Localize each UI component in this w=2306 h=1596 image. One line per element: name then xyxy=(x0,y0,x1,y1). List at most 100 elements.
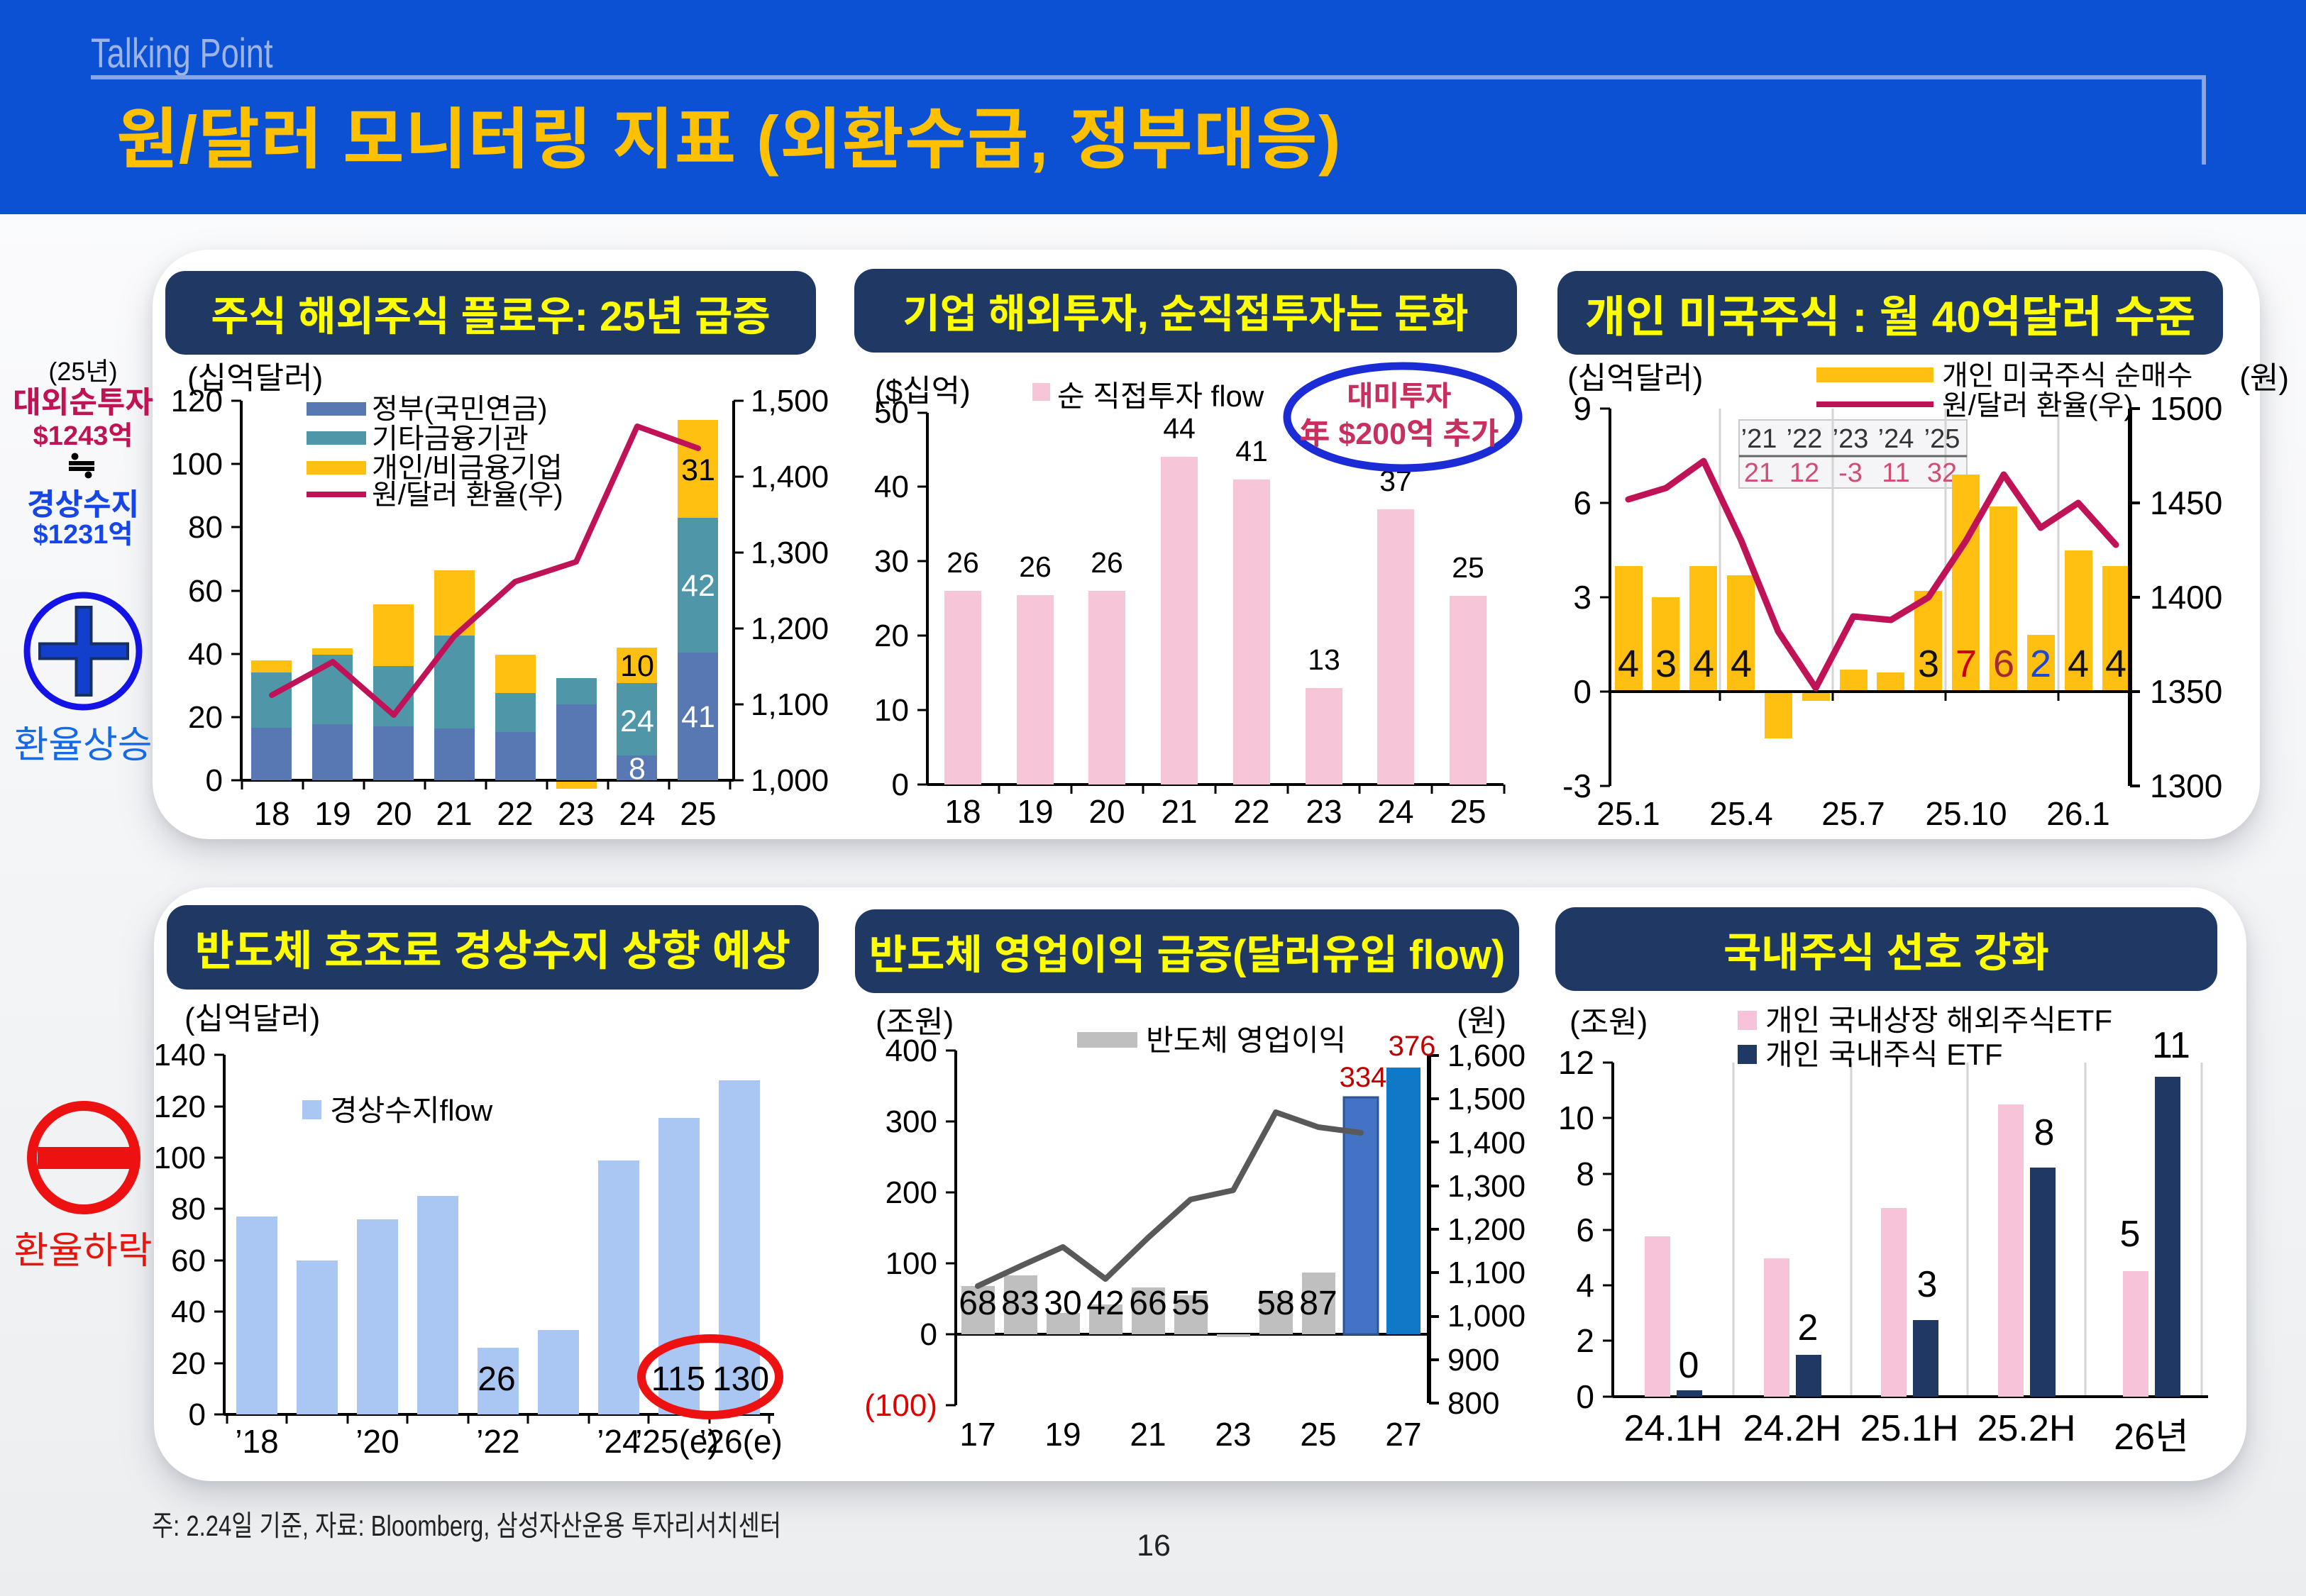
svg-text:’20: ’20 xyxy=(355,1423,399,1460)
svg-text:17: 17 xyxy=(959,1416,995,1453)
svg-text:19: 19 xyxy=(1044,1416,1081,1453)
svg-text:900: 900 xyxy=(1447,1343,1499,1378)
svg-text:40: 40 xyxy=(188,637,223,672)
svg-text:100: 100 xyxy=(154,1141,206,1175)
svg-text:20: 20 xyxy=(375,795,412,832)
svg-text:-3: -3 xyxy=(1838,458,1863,488)
svg-text:1500: 1500 xyxy=(2150,390,2222,427)
svg-text:1,100: 1,100 xyxy=(751,687,829,722)
svg-text:22: 22 xyxy=(1233,793,1269,830)
svg-text:1,500: 1,500 xyxy=(751,384,829,419)
svg-text:800: 800 xyxy=(1447,1386,1499,1421)
svg-text:19: 19 xyxy=(314,795,351,832)
svg-text:26: 26 xyxy=(947,546,979,579)
svg-text:4: 4 xyxy=(1618,643,1639,685)
svg-text:26: 26 xyxy=(1091,546,1123,579)
svg-text:23: 23 xyxy=(558,795,594,832)
svg-text:4: 4 xyxy=(2105,643,2126,685)
svg-text:1,300: 1,300 xyxy=(1447,1169,1526,1204)
svg-text:13: 13 xyxy=(1308,643,1340,676)
svg-text:1,400: 1,400 xyxy=(751,460,829,494)
svg-text:41: 41 xyxy=(1235,435,1268,467)
svg-text:42: 42 xyxy=(681,569,715,603)
svg-text:5: 5 xyxy=(2120,1214,2141,1255)
svg-text:개인 국내상장 해외주식ETF: 개인 국내상장 해외주식ETF xyxy=(1765,1004,2112,1037)
svg-text:68: 68 xyxy=(959,1285,996,1322)
svg-text:140: 140 xyxy=(154,1038,206,1073)
svg-text:’23: ’23 xyxy=(1833,424,1869,454)
svg-text:20: 20 xyxy=(1088,793,1125,830)
svg-text:23: 23 xyxy=(1215,1416,1251,1453)
svg-text:경상수지flow: 경상수지flow xyxy=(330,1094,493,1127)
svg-text:60: 60 xyxy=(188,574,223,609)
svg-text:2: 2 xyxy=(1576,1322,1594,1359)
svg-text:대미투자: 대미투자 xyxy=(1347,381,1451,412)
svg-text:1300: 1300 xyxy=(2150,767,2222,804)
svg-text:1,000: 1,000 xyxy=(751,763,829,798)
svg-text:’24: ’24 xyxy=(1878,424,1914,454)
svg-text:0: 0 xyxy=(206,763,223,798)
svg-text:’22: ’22 xyxy=(476,1423,519,1460)
svg-text:18: 18 xyxy=(944,793,981,830)
svg-text:25: 25 xyxy=(680,795,716,832)
svg-text:50: 50 xyxy=(874,395,909,430)
svg-text:25.10: 25.10 xyxy=(1925,795,2007,832)
svg-text:7: 7 xyxy=(1955,643,1977,685)
svg-text:100: 100 xyxy=(171,447,223,482)
svg-text:44: 44 xyxy=(1163,412,1196,445)
svg-text:100: 100 xyxy=(886,1246,937,1281)
svg-text:55: 55 xyxy=(1171,1285,1209,1322)
svg-text:(십억달러): (십억달러) xyxy=(1567,361,1703,396)
svg-text:3: 3 xyxy=(1918,643,1939,685)
svg-text:개인 국내주식 ETF: 개인 국내주식 ETF xyxy=(1765,1038,2003,1071)
svg-text:(십억달러): (십억달러) xyxy=(187,361,323,396)
svg-text:87: 87 xyxy=(1299,1285,1337,1322)
svg-text:20: 20 xyxy=(874,619,909,653)
svg-text:4: 4 xyxy=(1731,643,1752,685)
svg-text:26년: 26년 xyxy=(2114,1417,2189,1458)
svg-text:3: 3 xyxy=(1655,643,1677,685)
svg-text:23: 23 xyxy=(1306,793,1342,830)
svg-text:0: 0 xyxy=(1573,673,1591,710)
svg-text:30: 30 xyxy=(1044,1285,1081,1322)
svg-text:25.7: 25.7 xyxy=(1821,795,1885,832)
svg-text:376: 376 xyxy=(1389,1031,1436,1062)
svg-text:334: 334 xyxy=(1340,1062,1387,1093)
svg-text:115: 115 xyxy=(651,1361,706,1398)
svg-text:25.1: 25.1 xyxy=(1596,795,1660,832)
svg-text:20: 20 xyxy=(171,1346,206,1381)
svg-text:25: 25 xyxy=(1452,551,1484,584)
svg-text:-3: -3 xyxy=(1562,767,1591,804)
svg-text:’25: ’25 xyxy=(1924,424,1960,454)
svg-text:130: 130 xyxy=(712,1361,769,1398)
svg-text:6: 6 xyxy=(1993,643,2014,685)
svg-text:정부(국민연금): 정부(국민연금) xyxy=(372,394,547,425)
svg-text:21: 21 xyxy=(436,795,472,832)
svg-text:42: 42 xyxy=(1086,1285,1124,1322)
svg-text:58: 58 xyxy=(1257,1285,1294,1322)
svg-text:25: 25 xyxy=(1300,1416,1336,1453)
svg-text:年 $200억 추가: 年 $200억 추가 xyxy=(1299,417,1499,451)
svg-text:0: 0 xyxy=(920,1317,937,1352)
svg-text:10: 10 xyxy=(620,649,654,683)
svg-text:40: 40 xyxy=(874,470,909,504)
svg-text:개인/비금융기업: 개인/비금융기업 xyxy=(372,453,563,484)
svg-text:6: 6 xyxy=(1573,484,1591,521)
svg-text:20: 20 xyxy=(188,700,223,735)
svg-text:4: 4 xyxy=(1576,1267,1594,1304)
svg-text:27: 27 xyxy=(1385,1416,1421,1453)
svg-text:순 직접투자 flow: 순 직접투자 flow xyxy=(1057,379,1264,413)
svg-text:24: 24 xyxy=(619,795,655,832)
svg-text:’18: ’18 xyxy=(235,1423,278,1460)
svg-text:25.1H: 25.1H xyxy=(1860,1408,1959,1449)
svg-text:24.2H: 24.2H xyxy=(1743,1408,1842,1449)
svg-text:3: 3 xyxy=(1917,1264,1938,1305)
svg-text:1,200: 1,200 xyxy=(751,611,829,646)
svg-text:(십억달러): (십억달러) xyxy=(184,1002,320,1036)
svg-text:1,500: 1,500 xyxy=(1447,1082,1526,1116)
svg-text:4: 4 xyxy=(1693,643,1714,685)
svg-text:400: 400 xyxy=(886,1033,937,1068)
svg-text:60: 60 xyxy=(171,1243,206,1278)
svg-text:1,100: 1,100 xyxy=(1447,1256,1526,1290)
svg-text:1,200: 1,200 xyxy=(1447,1212,1526,1247)
